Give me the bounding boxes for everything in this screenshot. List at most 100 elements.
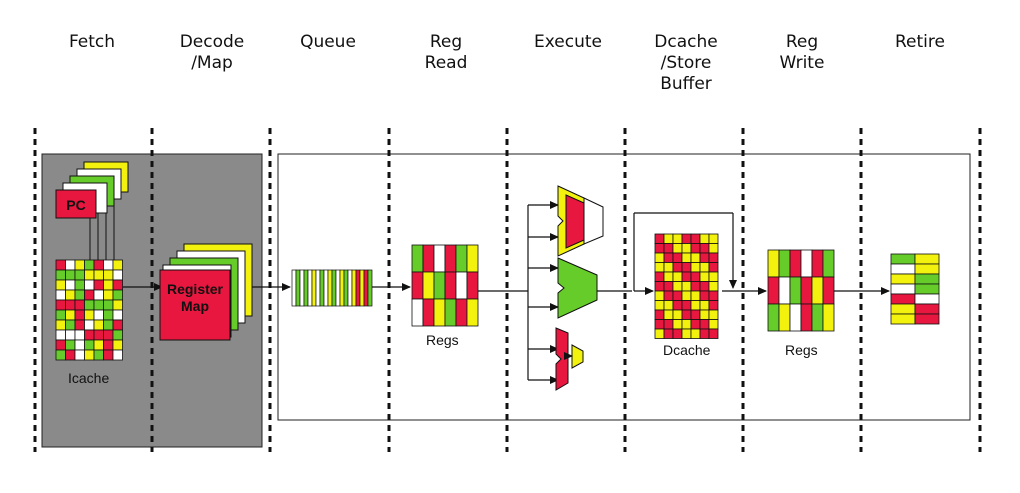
grid-cell: [103, 259, 114, 271]
grid-cell: [93, 279, 104, 291]
grid-cell: [789, 276, 802, 305]
grid-cell: [822, 303, 835, 332]
grid-cell: [672, 319, 683, 330]
grid-cell: [663, 328, 674, 339]
grid-cell: [822, 276, 835, 305]
queue-slot: [347, 269, 353, 307]
grid-cell: [74, 309, 85, 321]
grid-cell: [466, 271, 479, 300]
grid-cell: [84, 299, 95, 311]
grid-cell: [890, 263, 916, 275]
dcache-label: Dcache: [663, 342, 711, 358]
grid-cell: [112, 329, 123, 341]
grid-cell: [663, 309, 674, 320]
grid-cell: [778, 303, 791, 332]
grid-cell: [103, 309, 114, 321]
grid-cell: [84, 279, 95, 291]
grid-cell: [55, 319, 66, 331]
grid-cell: [65, 269, 76, 281]
grid-cell: [811, 303, 824, 332]
grid-cell: [789, 303, 802, 332]
grid-cell: [672, 271, 683, 282]
stage-label-fetch: Fetch: [68, 32, 116, 52]
grid-cell: [822, 249, 835, 278]
grid-cell: [93, 289, 104, 301]
grid-cell: [93, 299, 104, 311]
grid-cell: [914, 273, 940, 285]
grid-cell: [74, 279, 85, 291]
grid-cell: [93, 259, 104, 271]
grid-cell: [112, 339, 123, 351]
grid-cell: [55, 269, 66, 281]
grid-cell: [65, 259, 76, 271]
grid-cell: [84, 309, 95, 321]
grid-cell: [55, 329, 66, 341]
grid-cell: [74, 269, 85, 281]
grid-cell: [681, 290, 692, 301]
grid-cell: [690, 328, 701, 339]
grid-cell: [663, 319, 674, 330]
grid-cell: [800, 276, 813, 305]
grid-cell: [767, 303, 780, 332]
grid-cell: [663, 271, 674, 282]
grid-cell: [103, 279, 114, 291]
grid-cell: [84, 329, 95, 341]
grid-cell: [84, 269, 95, 281]
grid-cell: [103, 339, 114, 351]
grid-cell: [654, 252, 665, 263]
pc-stack: PC: [55, 161, 129, 260]
grid-cell: [55, 309, 66, 321]
grid-cell: [778, 276, 791, 305]
alu-unit-1: [557, 185, 604, 257]
grid-cell: [699, 262, 710, 273]
grid-cell: [663, 300, 674, 311]
grid-cell: [681, 233, 692, 244]
queue-slot: [351, 269, 357, 307]
grid-cell: [55, 259, 66, 271]
grid-cell: [455, 244, 468, 273]
stage-label-dcache: Dcache/Store Buffer: [654, 32, 718, 94]
grid-cell: [103, 349, 114, 361]
grid-cell: [672, 262, 683, 273]
grid-cell: [74, 259, 85, 271]
queue-slot: [315, 269, 321, 307]
queue-slot: [299, 269, 305, 307]
grid-cell: [914, 313, 940, 325]
grid-cell: [767, 249, 780, 278]
grid-cell: [690, 271, 701, 282]
stage-label-execute: Execute: [534, 32, 602, 52]
stage-label-retire: Retire: [895, 32, 945, 52]
grid-cell: [444, 298, 457, 327]
queue-slot: [295, 269, 301, 307]
grid-cell: [422, 298, 435, 327]
grid-cell: [74, 339, 85, 351]
queue-slot: [335, 269, 341, 307]
grid-cell: [455, 271, 468, 300]
grid-cell: [672, 252, 683, 263]
pc-label: PC: [66, 197, 85, 213]
icache-grid: [55, 259, 123, 361]
grid-cell: [708, 319, 719, 330]
grid-cell: [811, 276, 824, 305]
grid-cell: [690, 319, 701, 330]
grid-cell: [690, 290, 701, 301]
grid-cell: [663, 262, 674, 273]
grid-cell: [890, 313, 916, 325]
grid-cell: [55, 299, 66, 311]
grid-cell: [914, 253, 940, 265]
grid-cell: [65, 339, 76, 351]
grid-cell: [654, 271, 665, 282]
grid-cell: [690, 252, 701, 263]
grid-cell: [708, 300, 719, 311]
grid-cell: [767, 276, 780, 305]
grid-cell: [84, 349, 95, 361]
grid-cell: [778, 249, 791, 278]
grid-cell: [699, 309, 710, 320]
grid-cell: [672, 300, 683, 311]
grid-cell: [112, 309, 123, 321]
grid-cell: [112, 259, 123, 271]
grid-cell: [699, 252, 710, 263]
grid-cell: [800, 303, 813, 332]
grid-cell: [654, 262, 665, 273]
